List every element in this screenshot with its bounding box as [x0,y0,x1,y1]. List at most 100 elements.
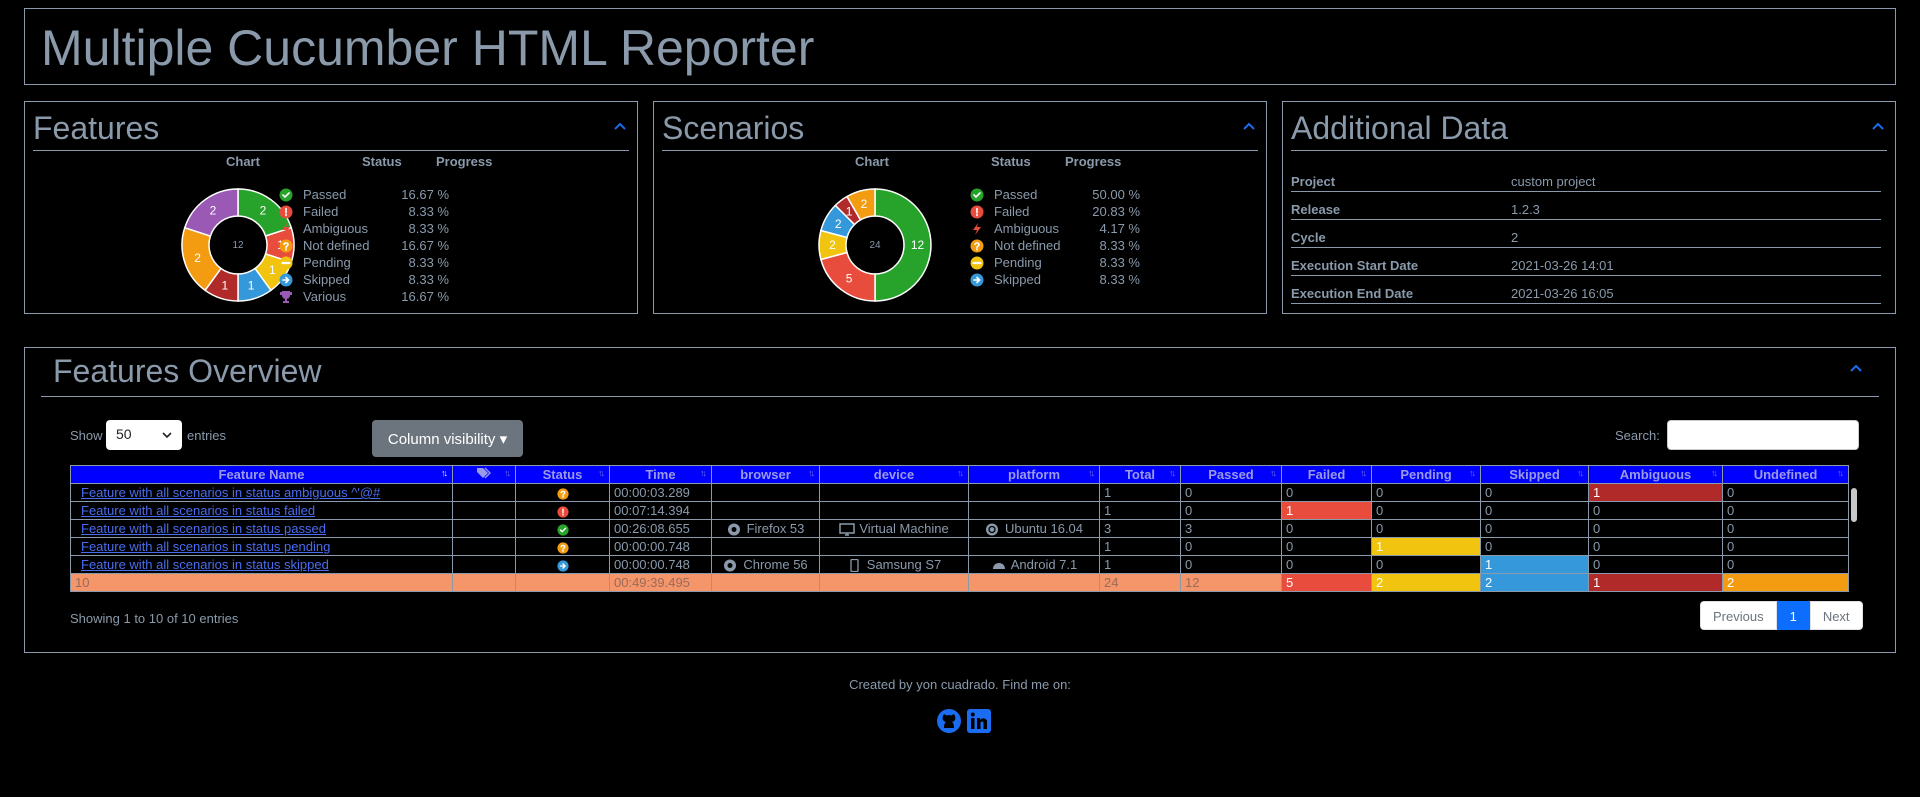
scenarios-slice-not-defined[interactable] [845,188,876,221]
column-header-skipped[interactable]: Skipped ↑↓ [1480,465,1589,484]
feature-link[interactable]: Feature with all scenarios in status pas… [81,521,326,536]
ubuntu-icon [985,523,998,536]
additional-data-value: 2021-03-26 16:05 [1511,275,1881,304]
column-header-label: Passed [1208,467,1254,482]
sort-icon: ↑↓ [957,468,964,478]
table-scrollbar[interactable] [1851,488,1857,522]
bolt-icon [282,222,290,235]
skipped-cell: 2 [1480,573,1589,592]
table-row: Feature with all scenarios in status amb… [70,483,1849,502]
device-cell [819,501,969,520]
next-button[interactable]: Next [1809,601,1863,630]
column-header-feature-name[interactable]: Feature Name ↑↓ [70,465,453,484]
scenarios-card: Scenarios Chart Status Progress 12 5 2 2 1 2 2… [653,101,1267,314]
question-circle-icon [556,541,569,554]
chrome-icon [724,559,737,572]
question-circle-icon [279,239,293,252]
feature-link[interactable]: Feature with all scenarios in status ski… [81,557,329,572]
feature-link[interactable]: Feature with all scenarios in status amb… [81,485,381,500]
minus-circle-icon [970,256,984,269]
column-header-platform[interactable]: platform ↑↓ [968,465,1100,484]
chevron-up-icon[interactable] [1240,118,1258,136]
scenarios-slice-label: 12 [911,238,925,252]
sort-icon: ↑↓ [1169,468,1176,478]
scenarios-slice-passed[interactable] [874,188,932,302]
progress-header: Progress [436,154,493,169]
bolt-icon [973,222,981,235]
legend-value: 50.00 % [1092,187,1140,202]
scenarios-legend-row: Ambiguous 4.17 % [970,220,1140,237]
features-slice-label: 1 [269,263,276,277]
chevron-up-icon[interactable] [611,118,629,136]
column-header-label: Skipped [1509,467,1560,482]
legend-value: 8.33 % [1099,272,1140,287]
ambiguous-cell: 0 [1588,519,1723,538]
column-header-failed[interactable]: Failed ↑↓ [1281,465,1372,484]
legend-value: 8.33 % [1099,238,1140,253]
time-cell: 00:26:08.655 [609,519,712,538]
tags-cell [452,537,516,556]
additional-data-key: Execution Start Date [1291,247,1511,276]
features-table: Feature Name ↑↓ ↑↓ Status ↑↓ Time ↑↓ browser ↑↓ d… [70,465,1849,592]
feature-link[interactable]: Feature with all scenarios in status pen… [81,539,331,554]
check-circle-icon [279,188,293,201]
page-title: Multiple Cucumber HTML Reporter [41,20,815,76]
github-icon[interactable] [936,708,962,734]
passed-cell: 0 [1180,483,1282,502]
features-legend-row: Passed 16.67 % [279,186,449,203]
column-header-device[interactable]: device ↑↓ [819,465,969,484]
legend-label: Pending [303,255,351,270]
feature-name-cell: Feature with all scenarios in status amb… [70,483,453,502]
mobile-icon [850,559,859,573]
column-header-label: Undefined [1753,467,1818,482]
minus-circle-icon [279,256,293,269]
column-visibility-button[interactable]: Column visibility ▾ [372,420,523,457]
features-donut-chart: 211112212 [181,188,295,302]
column-header-browser[interactable]: browser ↑↓ [711,465,820,484]
feature-link[interactable]: Feature with all scenarios in status fai… [81,503,316,518]
status-header: Status [991,154,1031,169]
column-header-label: Failed [1307,467,1346,482]
additional-data-row: Release 1.2.3 [1291,191,1881,220]
check-circle-icon [970,188,984,201]
previous-button[interactable]: Previous [1700,601,1777,630]
additional-data-key: Project [1291,164,1511,192]
features-slice-various[interactable] [183,188,239,237]
passed-cell: 12 [1180,573,1282,592]
failed-cell: 0 [1281,483,1372,502]
overview-title: Features Overview [53,353,322,389]
features-legend-row: Not defined 16.67 % [279,237,449,254]
page-size-select[interactable]: 50 [106,420,182,450]
divider [41,396,1879,397]
column-header-status[interactable]: Status ↑↓ [515,465,610,484]
scenarios-legend-row: Pending 8.33 % [970,254,1140,271]
scenarios-slice-label: 2 [861,197,868,211]
chevron-up-icon[interactable] [1869,118,1887,136]
chevron-up-icon[interactable] [1847,360,1865,378]
search-input[interactable] [1667,420,1859,450]
additional-data-key: Release [1291,191,1511,220]
time-cell: 00:49:39.495 [609,573,712,592]
time-cell: 00:00:03.289 [609,483,712,502]
column-header-time[interactable]: Time ↑↓ [609,465,712,484]
page-1-button[interactable]: 1 [1776,601,1810,630]
column-header-ambiguous[interactable]: Ambiguous ↑↓ [1588,465,1723,484]
features-legend-row: Failed 8.33 % [279,203,449,220]
column-header-pending[interactable]: Pending ↑↓ [1371,465,1481,484]
failed-cell: 0 [1281,555,1372,574]
scenarios-title: Scenarios [662,110,805,146]
column-header-tags[interactable]: ↑↓ [452,465,516,484]
ambiguous-cell: 1 [1588,573,1723,592]
column-header-total[interactable]: Total ↑↓ [1099,465,1181,484]
legend-label: Failed [303,204,339,219]
tags-cell [452,573,516,592]
linkedin-icon[interactable] [966,708,992,734]
table-row: Feature with all scenarios in status fai… [70,501,1849,520]
failed-cell: 5 [1281,573,1372,592]
failed-cell: 0 [1281,537,1372,556]
passed-cell: 0 [1180,501,1282,520]
platform-label: Android 7.1 [1010,556,1078,572]
column-header-undefined[interactable]: Undefined ↑↓ [1722,465,1849,484]
column-header-passed[interactable]: Passed ↑↓ [1180,465,1282,484]
